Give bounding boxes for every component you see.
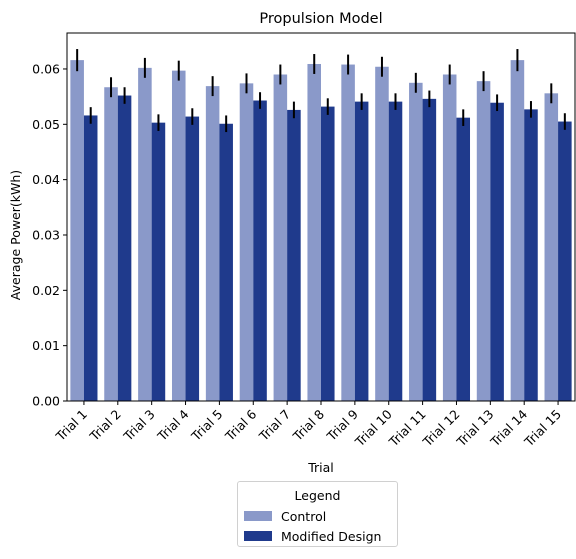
legend: Legend Control Modified Design [237, 481, 398, 547]
bar-control-1 [70, 60, 84, 402]
bar-modified-design-14 [524, 109, 538, 402]
bar-control-5 [205, 86, 220, 401]
bar-modified-design-1 [83, 115, 98, 401]
x-tick-label: Trial 14 [487, 406, 530, 449]
bar-control-7 [273, 74, 288, 402]
legend-title: Legend [294, 488, 341, 503]
bar-modified-design-10 [388, 101, 403, 401]
legend-item-control: Control [244, 508, 326, 524]
bar-modified-design-7 [287, 109, 301, 402]
legend-swatch-control [244, 511, 272, 521]
y-tick-label: 0.04 [32, 172, 60, 187]
y-tick-label: 0.00 [32, 394, 60, 409]
x-tick-label: Trial 10 [351, 406, 394, 449]
y-tick-label: 0.05 [32, 117, 60, 132]
y-tick-label: 0.03 [32, 227, 60, 242]
x-tick-label: Trial 11 [385, 407, 428, 450]
bar-control-14 [510, 60, 525, 402]
x-axis-label: Trial [307, 460, 334, 475]
bar-control-15 [544, 93, 559, 402]
bar-control-2 [104, 87, 118, 402]
bar-control-11 [409, 82, 423, 402]
bar-modified-design-9 [354, 101, 369, 401]
bar-modified-design-3 [151, 122, 166, 401]
bar-modified-design-4 [185, 116, 200, 401]
y-axis: 0.00 0.01 0.02 0.03 0.04 0.05 0.06 [32, 61, 67, 409]
x-tick-label: Trial 8 [289, 406, 327, 444]
bar-modified-design-11 [422, 98, 437, 401]
bar-modified-design-12 [456, 117, 471, 402]
bar-modified-design-15 [558, 121, 572, 401]
legend-swatch-modified-design [244, 531, 272, 541]
y-axis-label: Average Power(kWh) [8, 170, 23, 300]
x-tick-label: Trial 5 [188, 407, 226, 445]
y-tick-label: 0.01 [32, 338, 60, 353]
bar-modified-design-5 [219, 123, 233, 402]
bar-control-10 [375, 66, 389, 401]
chart-title: Propulsion Model [259, 11, 382, 27]
legend-label-modified-design: Modified Design [281, 528, 382, 544]
bar-control-12 [442, 74, 457, 402]
bar-control-13 [476, 81, 491, 402]
bars-group [70, 60, 572, 402]
x-tick-label: Trial 7 [255, 407, 293, 445]
bar-control-4 [171, 70, 186, 402]
bar-modified-design-13 [490, 102, 504, 401]
x-tick-label: Trial 6 [222, 406, 260, 444]
bar-control-3 [138, 67, 152, 401]
x-tick-label: Trial 15 [521, 407, 564, 450]
x-tick-label: Trial 1 [52, 407, 90, 445]
error-bars-group [76, 49, 566, 133]
bar-control-6 [239, 83, 254, 401]
legend-item-modified-design: Modified Design [244, 528, 381, 544]
x-tick-label: Trial 12 [419, 407, 462, 450]
plot-frame [66, 32, 576, 402]
x-tick-label: Trial 2 [86, 407, 124, 445]
bar-control-8 [307, 63, 321, 402]
x-tick-label: Trial 3 [120, 407, 158, 445]
y-tick-label: 0.02 [32, 283, 60, 298]
bar-control-9 [341, 64, 355, 402]
x-tick-label: Trial 4 [154, 406, 192, 444]
bar-chart: Propulsion Model 0.000.010.020.030.040.0… [8, 11, 576, 475]
legend-label-control: Control [281, 508, 327, 524]
bar-modified-design-2 [117, 95, 132, 401]
bar-modified-design-8 [321, 106, 335, 401]
x-tick-label: Trial 13 [453, 407, 496, 450]
y-tick-label: 0.06 [32, 61, 60, 76]
bar-modified-design-6 [253, 100, 267, 401]
